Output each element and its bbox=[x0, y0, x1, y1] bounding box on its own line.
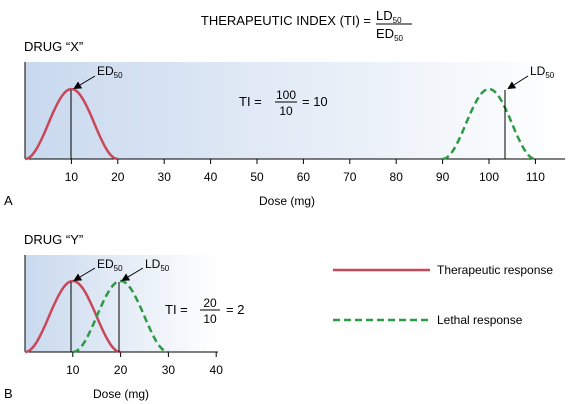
panel-a-letter: A bbox=[4, 193, 13, 208]
panel-a-tick-label: 50 bbox=[250, 170, 264, 184]
panel-a-tick-label: 70 bbox=[343, 170, 357, 184]
panel-a-tick-label: 60 bbox=[297, 170, 311, 184]
drug-x-ld50-label: LD50 bbox=[530, 64, 555, 80]
panel-a-tick-label: 90 bbox=[436, 170, 450, 184]
drug-y-ti-denominator: 10 bbox=[203, 312, 217, 326]
drug-y-ld50-label: LD50 bbox=[145, 257, 170, 273]
panel-a-x-axis-label: Dose (mg) bbox=[259, 194, 315, 208]
formula-numerator: LD50 bbox=[376, 8, 402, 25]
drug-x-ti-prefix: TI = bbox=[239, 94, 262, 109]
drug-y-ti-result: = 2 bbox=[226, 302, 244, 317]
panel-a-tick-label: 10 bbox=[65, 170, 79, 184]
legend-lethal-label: Lethal response bbox=[437, 313, 523, 327]
panel-a-tick-label: 100 bbox=[479, 170, 499, 184]
drug-y-label: DRUG “Y” bbox=[24, 232, 83, 247]
panel-b-tick-label: 20 bbox=[114, 363, 128, 377]
panel-a-tick-label: 20 bbox=[111, 170, 125, 184]
drug-x-ti-result: = 10 bbox=[302, 94, 328, 109]
drug-x-ti-denominator: 10 bbox=[279, 104, 293, 118]
drug-y-ld50-arrow bbox=[121, 267, 144, 282]
drug-y-ed50-arrow bbox=[73, 267, 96, 282]
panel-b-tick-label: 30 bbox=[162, 363, 176, 377]
drug-y-therapeutic-curve bbox=[24, 279, 121, 354]
drug-y-lethal-curve bbox=[72, 279, 169, 354]
panel-a-tick-label: 110 bbox=[526, 170, 545, 184]
ti-formula: THERAPEUTIC INDEX (TI) = LD50 ED50 bbox=[201, 8, 412, 43]
panel-a-tick-label: 30 bbox=[158, 170, 172, 184]
drug-x-lethal-curve bbox=[442, 87, 536, 161]
panel-b-tick-label: 40 bbox=[210, 363, 224, 377]
panel-a-ticks: 10 20 30 40 50 60 70 80 90 100 110 bbox=[65, 159, 545, 184]
panel-b-tick-label: 10 bbox=[66, 363, 80, 377]
drug-x-therapeutic-curve bbox=[24, 87, 119, 161]
drug-x-ti-numerator: 100 bbox=[276, 88, 296, 102]
drug-y-ti-prefix: TI = bbox=[165, 302, 188, 317]
formula-denominator: ED50 bbox=[376, 26, 404, 43]
panel-a-tick-label: 80 bbox=[390, 170, 404, 184]
panel-b-x-axis-label: Dose (mg) bbox=[93, 387, 149, 401]
drug-y-ed50-label: ED50 bbox=[97, 257, 123, 273]
panel-a-tick-label: 40 bbox=[204, 170, 218, 184]
panel-b: DRUG “Y” 10 20 30 40 ED50 LD50 TI = 20 10 =… bbox=[4, 232, 244, 401]
panel-b-ticks: 10 20 30 40 bbox=[66, 352, 223, 377]
panel-a-plot-area bbox=[25, 62, 565, 159]
drug-x-ed50-label: ED50 bbox=[97, 64, 123, 80]
drug-x-ed50-arrow bbox=[73, 75, 96, 90]
panel-b-letter: B bbox=[4, 386, 13, 401]
drug-x-label: DRUG “X” bbox=[24, 39, 83, 54]
legend: Therapeutic response Lethal response bbox=[333, 263, 553, 327]
panel-b-plot-area bbox=[25, 255, 218, 352]
drug-y-ti-numerator: 20 bbox=[203, 296, 217, 310]
formula-lhs: THERAPEUTIC INDEX (TI) = bbox=[201, 13, 371, 28]
legend-therapeutic-label: Therapeutic response bbox=[437, 263, 553, 277]
panel-a: DRUG “X” 10 20 30 40 50 60 70 80 90 100 110 ED50 L… bbox=[4, 39, 565, 208]
drug-x-ld50-arrow bbox=[507, 75, 529, 90]
